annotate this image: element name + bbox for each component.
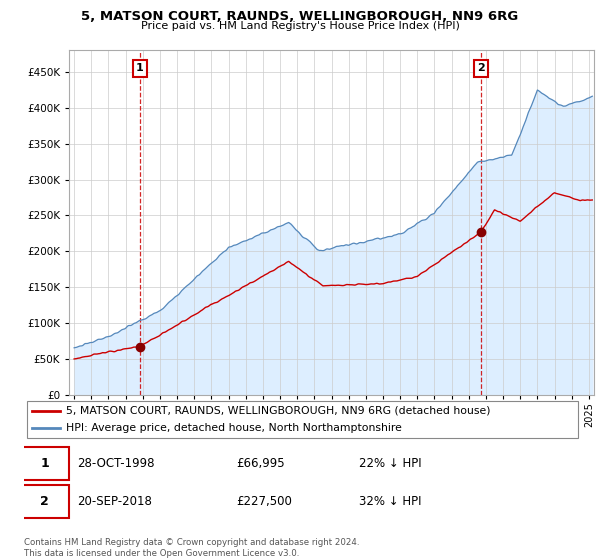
Text: 5, MATSON COURT, RAUNDS, WELLINGBOROUGH, NN9 6RG: 5, MATSON COURT, RAUNDS, WELLINGBOROUGH,…	[82, 10, 518, 22]
Text: 1: 1	[40, 457, 49, 470]
Text: 22% ↓ HPI: 22% ↓ HPI	[359, 457, 421, 470]
Text: 2: 2	[40, 495, 49, 508]
Text: 5, MATSON COURT, RAUNDS, WELLINGBOROUGH, NN9 6RG (detached house): 5, MATSON COURT, RAUNDS, WELLINGBOROUGH,…	[66, 405, 490, 416]
Text: 28-OCT-1998: 28-OCT-1998	[77, 457, 155, 470]
Text: 20-SEP-2018: 20-SEP-2018	[77, 495, 152, 508]
Text: Price paid vs. HM Land Registry's House Price Index (HPI): Price paid vs. HM Land Registry's House …	[140, 21, 460, 31]
Text: Contains HM Land Registry data © Crown copyright and database right 2024.
This d: Contains HM Land Registry data © Crown c…	[24, 538, 359, 558]
FancyBboxPatch shape	[27, 401, 578, 438]
FancyBboxPatch shape	[21, 447, 68, 480]
Text: £66,995: £66,995	[236, 457, 284, 470]
Text: £227,500: £227,500	[236, 495, 292, 508]
Text: 1: 1	[136, 63, 144, 73]
Text: HPI: Average price, detached house, North Northamptonshire: HPI: Average price, detached house, Nort…	[66, 423, 402, 433]
FancyBboxPatch shape	[21, 486, 68, 518]
Text: 32% ↓ HPI: 32% ↓ HPI	[359, 495, 421, 508]
Text: 2: 2	[477, 63, 485, 73]
